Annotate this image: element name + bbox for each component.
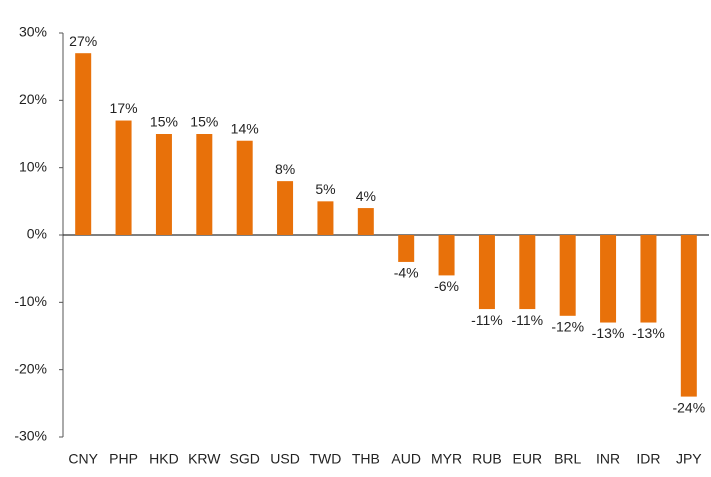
bar [398,235,415,262]
bar [600,235,617,323]
bar [680,235,697,397]
data-label: -24% [672,399,705,415]
x-tick-label: RUB [472,451,502,467]
bar [115,120,132,235]
bar [317,201,334,235]
data-label: 14% [231,120,259,136]
x-tick-label: PHP [109,451,138,467]
x-tick-label: KRW [188,451,221,467]
data-label: 8% [275,161,295,177]
data-label: 27% [69,33,97,49]
bar [236,140,253,235]
data-label: 15% [190,114,218,130]
y-tick-label: 10% [19,158,47,174]
data-label: 17% [110,100,138,116]
bar [277,181,294,235]
data-label: -6% [434,278,459,294]
y-tick-label: 0% [27,226,47,242]
x-tick-label: CNY [68,451,98,467]
x-tick-label: USD [270,451,300,467]
bar [75,53,92,236]
x-tick-label: JPY [676,451,702,467]
bar [519,235,536,310]
bar [478,235,495,310]
data-label: -11% [471,312,503,328]
bar [559,235,576,316]
bar [640,235,657,323]
data-label: -13% [632,325,665,341]
x-tick-label: IDR [636,451,660,467]
y-tick-label: -20% [14,360,47,376]
x-tick-label: SGD [230,451,260,467]
x-tick-label: AUD [391,451,421,467]
x-tick-label: EUR [513,451,543,467]
data-label: 4% [356,188,376,204]
y-tick-label: -10% [14,293,47,309]
x-tick-label: MYR [431,451,462,467]
x-tick-label: TWD [309,451,341,467]
data-label: -13% [592,325,625,341]
data-label: -12% [551,319,584,335]
data-label: -11% [511,312,543,328]
bar [357,208,374,235]
x-tick-label: INR [596,451,620,467]
bar [155,134,172,235]
bar [196,134,213,235]
data-label: 5% [315,181,335,197]
x-tick-label: BRL [554,451,581,467]
bar [438,235,455,276]
y-tick-label: 20% [19,91,47,107]
y-tick-label: -30% [14,428,47,444]
data-label: 15% [150,114,178,130]
y-tick-label: 30% [19,24,47,40]
x-tick-label: THB [352,451,380,467]
x-tick-label: HKD [149,451,179,467]
data-label: -4% [394,265,419,281]
